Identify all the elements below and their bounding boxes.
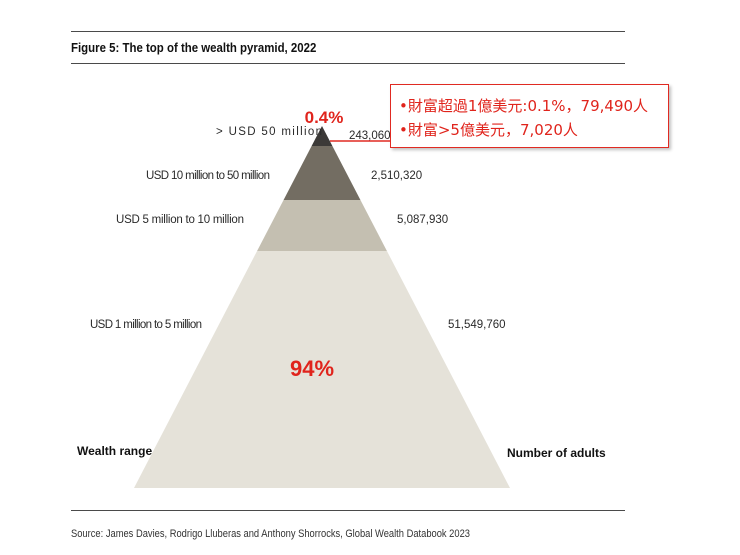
tier-adults-label: 2,510,320 [371,170,422,182]
top-rule [71,31,625,32]
tier-adults-label: 243,060 [349,130,391,142]
pyramid-tier-2 [283,146,361,200]
pyramid-tier-4 [134,251,510,488]
title-rule [71,63,625,64]
pyramid-tier-1 [311,126,333,146]
tier-range-label: USD 10 million to 50 million [146,170,270,182]
tier-adults-label: 5,087,930 [397,214,448,226]
tier-range-label: > USD 50 million [216,126,322,138]
bottom-rule [71,510,625,511]
pyramid-tier-3 [257,200,387,251]
right-axis-label: Number of adults [507,446,606,460]
top-percent-label: 0.4% [305,108,344,127]
tier-range-label: USD 1 million to 5 million [90,319,202,331]
tier-range-label: USD 5 million to 10 million [116,214,244,226]
left-axis-label: Wealth range [77,444,152,458]
figure-title: Figure 5: The top of the wealth pyramid,… [71,40,317,55]
annotation-note-box: •財富超過1億美元:0.1%，79,490人 •財富>5億美元，7,020人 [390,84,669,148]
note-line-2: •財富>5億美元，7,020人 [399,121,578,139]
note-line-1: •財富超過1億美元:0.1%，79,490人 [399,97,649,115]
tier-adults-label: 51,549,760 [448,319,506,331]
source-note: Source: James Davies, Rodrigo Lluberas a… [71,528,470,540]
bottom-percent-label: 94% [290,356,334,381]
